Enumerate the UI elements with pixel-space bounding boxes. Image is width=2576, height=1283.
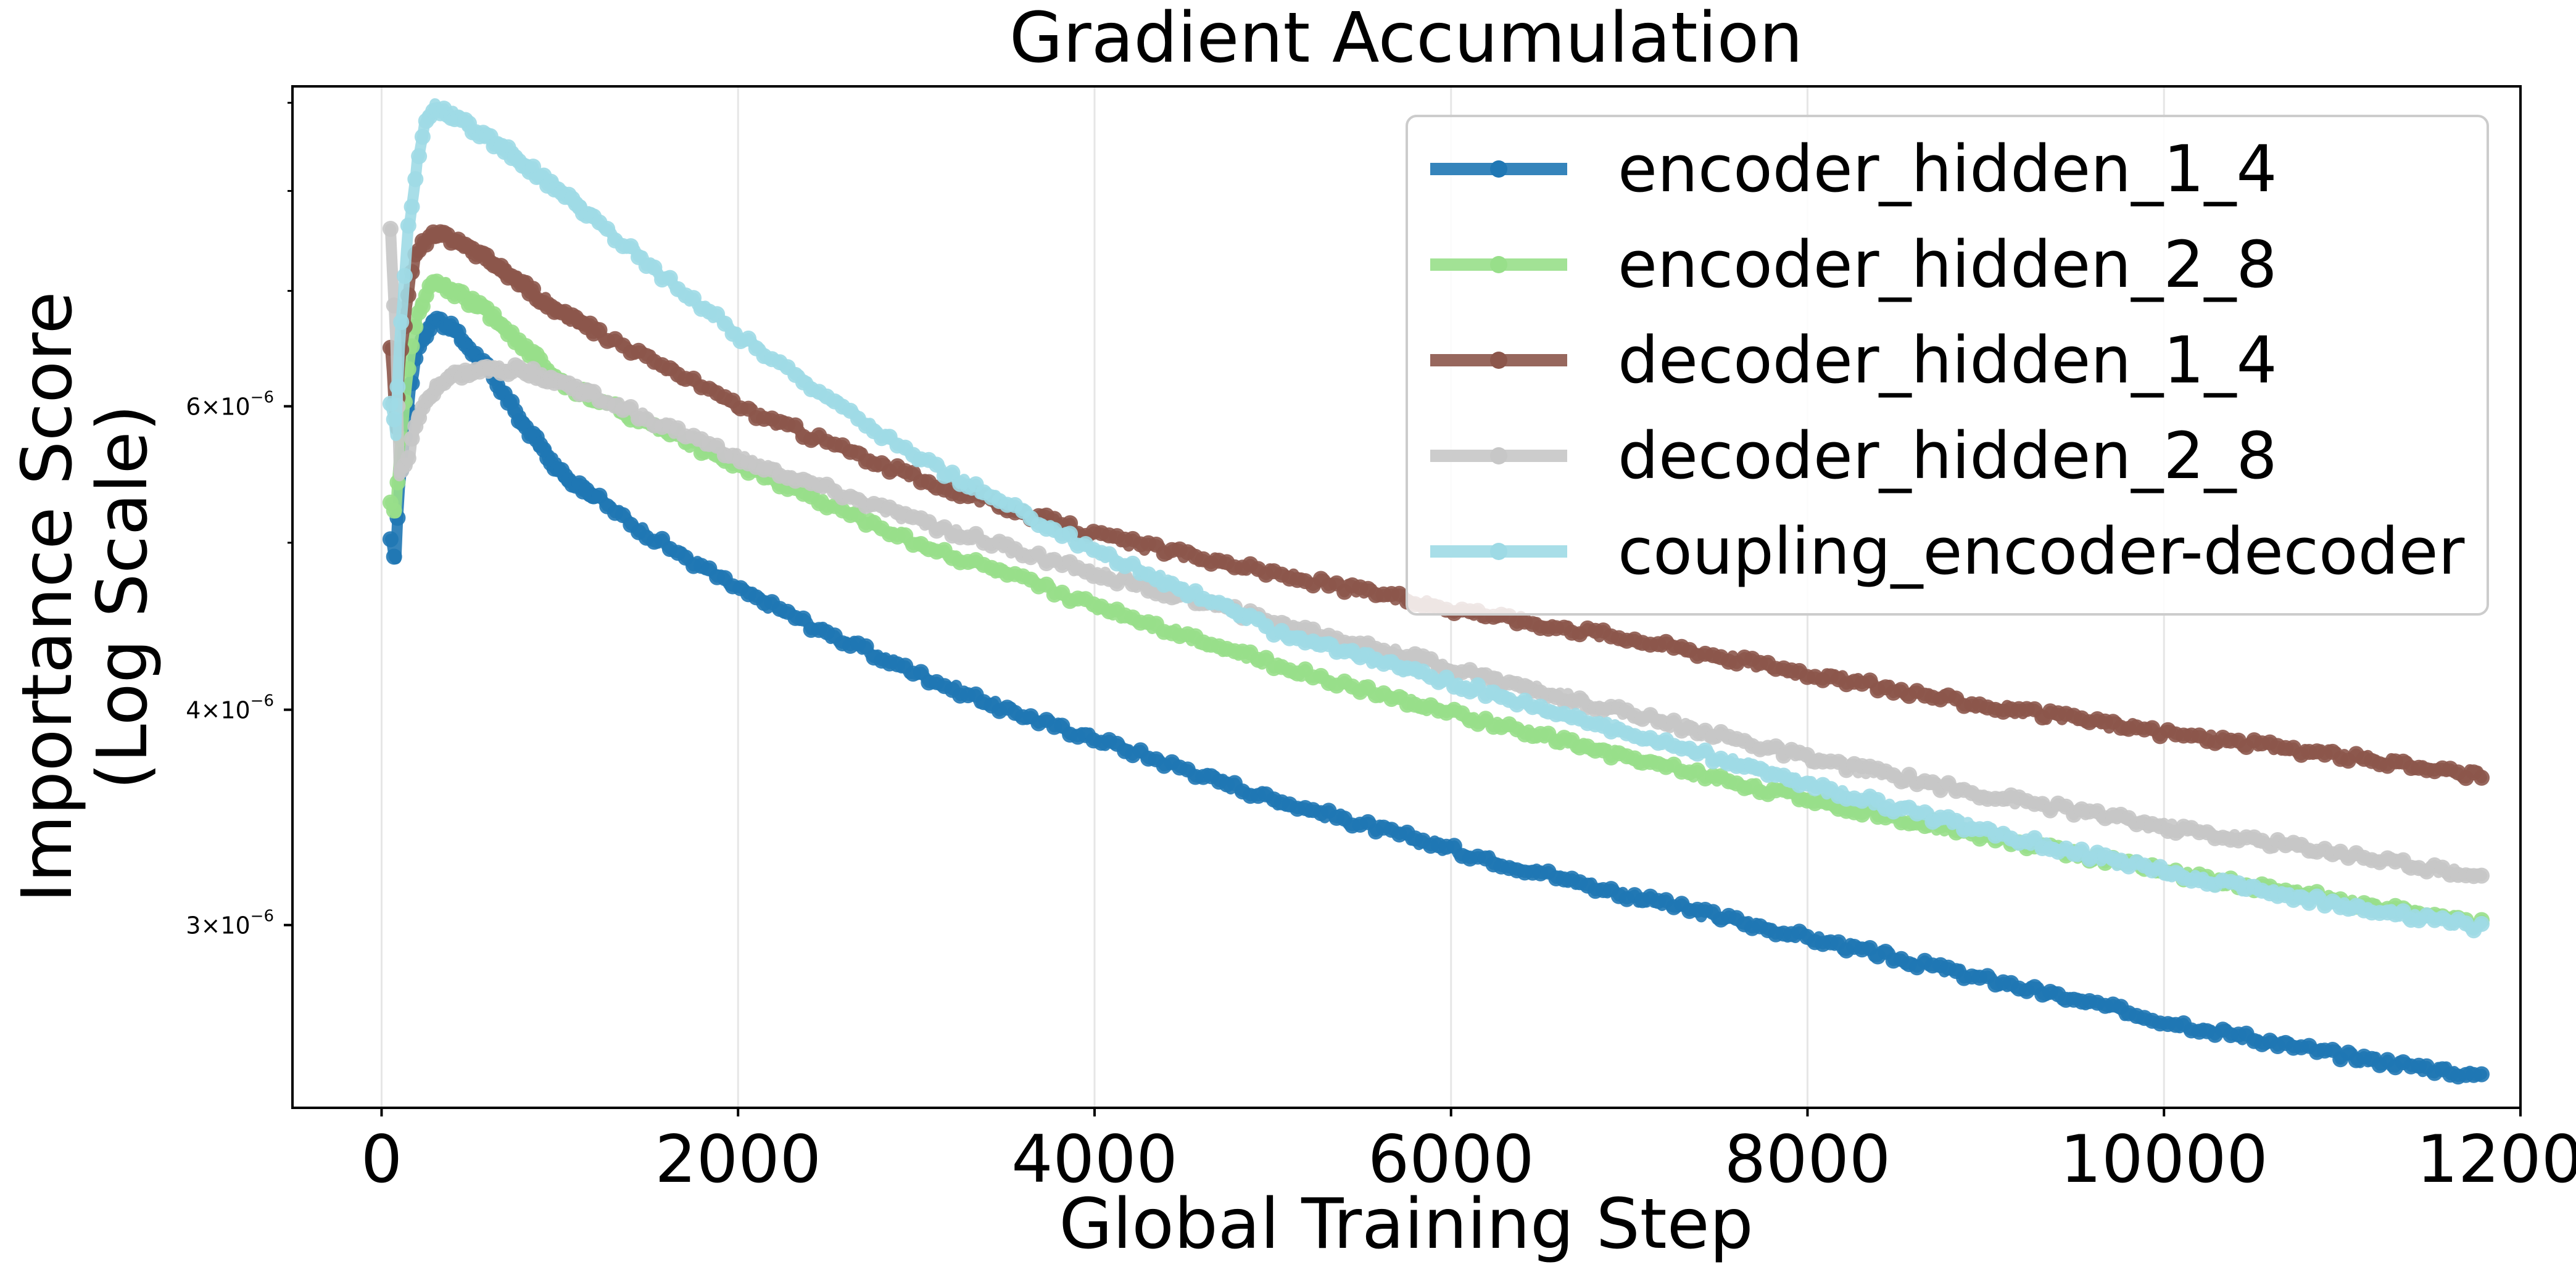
series-decoder-hidden-1-4 [382, 224, 2490, 786]
series-lines [382, 98, 2490, 1085]
data-point [2474, 769, 2490, 786]
series-markers-coupling-encoder-decoder [382, 101, 2490, 939]
legend-label: decoder_hidden_1_4 [1618, 323, 2277, 398]
legend: encoder_hidden_1_4 encoder_hidden_2_8deco… [1406, 115, 2489, 616]
legend-item-decoder-hidden-2-8: decoder_hidden_2_8 [1430, 418, 2277, 493]
x-axis-ticks: 0 2000 4000 6000 8000 10000 12000 [361, 1108, 2576, 1197]
chart-title: Gradient Accumulation [1009, 0, 1803, 78]
legend-label: encoder_hidden_2_8 [1618, 227, 2277, 302]
data-point [2474, 867, 2490, 884]
data-point [386, 548, 402, 565]
y-tick-label: 3×10−6 [186, 907, 274, 939]
x-tick-label: 8000 [1725, 1121, 1891, 1197]
data-point [404, 199, 420, 215]
data-point [858, 638, 874, 654]
x-tick-label: 2000 [655, 1121, 821, 1197]
plot-area-frame [291, 85, 2522, 1109]
legend-swatch-marker [1490, 160, 1507, 178]
legend-swatch-marker [1490, 256, 1507, 273]
x-tick-label: 10000 [2060, 1121, 2268, 1197]
data-point [407, 171, 424, 188]
data-point [1062, 526, 1079, 542]
legend-item-encoder-hidden-1-4: encoder_hidden_1_4 [1430, 131, 2277, 207]
data-point [787, 417, 804, 434]
series-encoder-hidden-1-4 [382, 310, 2490, 1085]
data-point [382, 531, 399, 548]
data-point [414, 128, 431, 145]
legend-label: coupling_encoder-decoder [1618, 514, 2465, 589]
x-tick-label: 0 [361, 1121, 402, 1197]
data-point [2474, 915, 2490, 932]
x-tick-label: 6000 [1368, 1121, 1534, 1197]
y-axis-ticks: 6×10−6 4×10−6 3×10−6 [186, 102, 292, 939]
x-tick-label: 12000 [2416, 1121, 2576, 1197]
legend-swatch-marker [1490, 447, 1507, 464]
data-point [623, 399, 639, 415]
legend-swatch-marker [1490, 543, 1507, 560]
data-point [386, 411, 402, 427]
data-point [400, 217, 416, 234]
series-coupling-encoder-decoder [382, 98, 2490, 939]
data-point [382, 395, 399, 412]
x-tick-label: 4000 [1011, 1121, 1178, 1197]
data-point [944, 464, 961, 481]
data-point [393, 314, 410, 331]
legend-swatch-marker [1490, 352, 1507, 369]
data-point [599, 221, 616, 237]
series-markers-encoder-hidden-1-4 [382, 310, 2490, 1085]
data-point [386, 502, 402, 519]
data-point [646, 259, 663, 276]
data-point [389, 379, 406, 395]
data-point [411, 148, 428, 165]
series-markers-decoder-hidden-1-4 [382, 224, 2490, 786]
x-axis-label: Global Training Step [1059, 1184, 1753, 1264]
data-point [661, 270, 678, 286]
legend-items: encoder_hidden_1_4 encoder_hidden_2_8deco… [1430, 131, 2465, 589]
y-axis-label-line-2: (Log Scale) [83, 405, 163, 790]
data-point [2474, 1066, 2490, 1083]
y-tick-label: 6×10−6 [186, 389, 274, 421]
data-point [929, 456, 945, 473]
data-point [400, 450, 416, 466]
legend-frame [1406, 115, 2489, 616]
legend-label: decoder_hidden_2_8 [1618, 418, 2277, 493]
data-point [382, 221, 399, 237]
legend-item-encoder-hidden-2-8: encoder_hidden_2_8 [1430, 227, 2277, 302]
data-point [397, 268, 413, 284]
y-axis-label-line-1: Importance Score [7, 291, 88, 902]
y-axis-label: Importance Score (Log Scale) [7, 291, 163, 902]
data-point [404, 431, 420, 447]
legend-item-coupling-encoder-decoder: coupling_encoder-decoder [1430, 514, 2465, 589]
y-tick-label: 4×10−6 [186, 692, 274, 724]
data-point [795, 610, 811, 627]
legend-label: encoder_hidden_1_4 [1618, 131, 2277, 207]
legend-item-decoder-hidden-1-4: decoder_hidden_1_4 [1430, 323, 2277, 398]
